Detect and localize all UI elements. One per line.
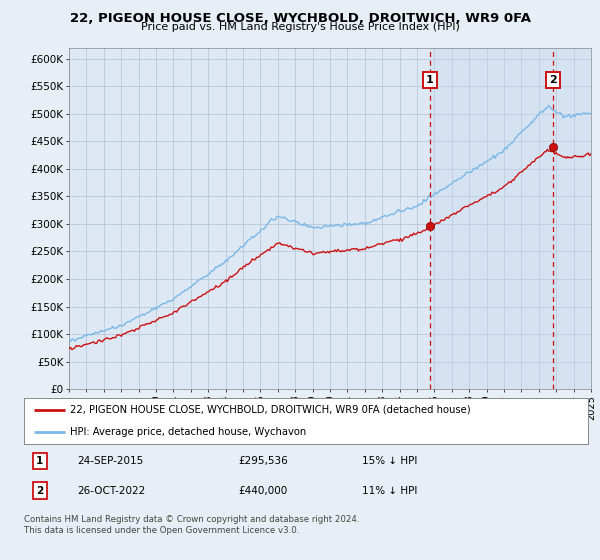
Text: 1: 1 — [36, 456, 43, 466]
Text: 22, PIGEON HOUSE CLOSE, WYCHBOLD, DROITWICH, WR9 0FA: 22, PIGEON HOUSE CLOSE, WYCHBOLD, DROITW… — [70, 12, 530, 25]
Text: 24-SEP-2015: 24-SEP-2015 — [77, 456, 144, 466]
Text: £440,000: £440,000 — [238, 486, 287, 496]
Text: 26-OCT-2022: 26-OCT-2022 — [77, 486, 146, 496]
Text: 15% ↓ HPI: 15% ↓ HPI — [362, 456, 418, 466]
Text: 2: 2 — [549, 75, 557, 85]
Text: 1: 1 — [426, 75, 434, 85]
Bar — [430, 48, 591, 389]
Text: 11% ↓ HPI: 11% ↓ HPI — [362, 486, 418, 496]
Text: HPI: Average price, detached house, Wychavon: HPI: Average price, detached house, Wych… — [70, 427, 307, 437]
Text: 22, PIGEON HOUSE CLOSE, WYCHBOLD, DROITWICH, WR9 0FA (detached house): 22, PIGEON HOUSE CLOSE, WYCHBOLD, DROITW… — [70, 404, 471, 414]
Text: 2: 2 — [36, 486, 43, 496]
Text: Price paid vs. HM Land Registry's House Price Index (HPI): Price paid vs. HM Land Registry's House … — [140, 22, 460, 32]
Text: £295,536: £295,536 — [238, 456, 288, 466]
Text: Contains HM Land Registry data © Crown copyright and database right 2024.
This d: Contains HM Land Registry data © Crown c… — [24, 515, 359, 535]
